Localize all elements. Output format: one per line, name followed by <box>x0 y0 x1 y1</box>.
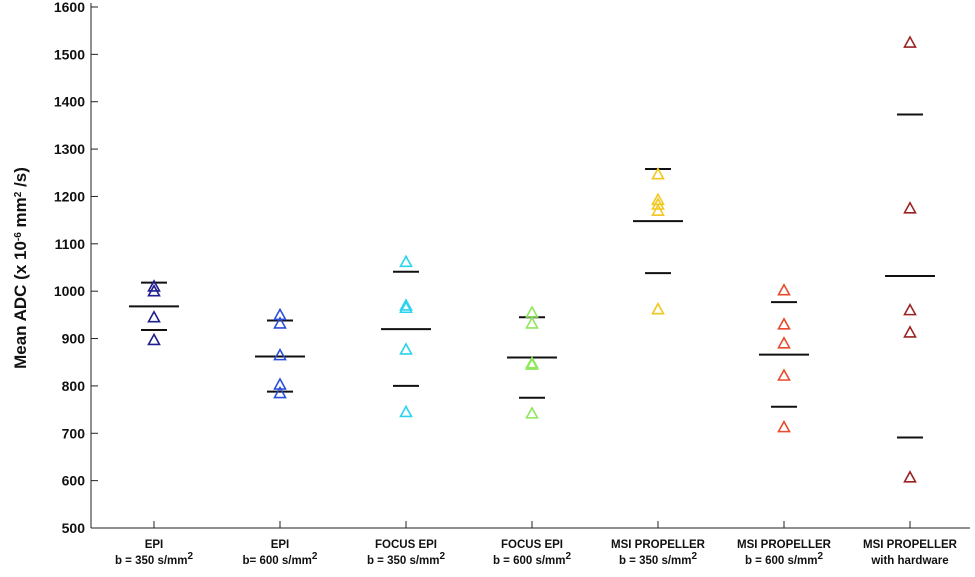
data-point-triangle <box>399 300 413 314</box>
data-point-triangle <box>273 316 287 329</box>
data-point-triangle <box>777 368 791 381</box>
group-7 <box>885 35 935 483</box>
data-point-triangle <box>777 336 791 349</box>
category-label-line1: EPI <box>271 539 290 551</box>
data-point-triangle <box>273 347 287 361</box>
y-tick-label: 800 <box>62 378 86 394</box>
data-point-triangle <box>273 385 287 399</box>
category-label-line1: MSI PROPELLER <box>737 539 832 551</box>
data-point-triangle <box>777 419 791 433</box>
data-point-triangle <box>525 316 539 329</box>
y-tick-label: 1400 <box>54 94 85 110</box>
data-point-triangle <box>777 317 791 330</box>
data-point-triangle <box>903 325 917 338</box>
y-tick-label: 1300 <box>54 141 85 157</box>
data-point-triangle <box>147 332 161 346</box>
category-label-line2: b = 350 s/mm2 <box>367 551 446 568</box>
category-label-line2: with hardware <box>870 555 948 567</box>
group-5 <box>633 167 683 315</box>
data-point-triangle <box>651 302 665 315</box>
category-label-line2: b = 600 s/mm2 <box>745 551 824 568</box>
category-label-line1: FOCUS EPI <box>501 539 563 551</box>
data-point-triangle <box>399 342 413 355</box>
y-tick-label: 1200 <box>54 188 85 204</box>
category-label-line2: b= 600 s/mm2 <box>243 551 318 568</box>
y-tick-label: 1100 <box>55 236 86 252</box>
data-point-triangle <box>903 470 917 483</box>
y-tick-label: 1000 <box>54 283 85 299</box>
group-3 <box>381 254 431 418</box>
category-label-line1: MSI PROPELLER <box>611 539 706 551</box>
y-tick-label: 1600 <box>54 0 85 15</box>
data-point-triangle <box>147 279 161 292</box>
y-ticks: 500 600 700 800 900 1000 1100 1200 1300 1400 1500 1… <box>54 0 98 536</box>
data-point-triangle <box>525 357 539 370</box>
y-tick-label: 900 <box>62 331 86 347</box>
data-point-triangle <box>903 201 917 214</box>
y-axis-title: Mean ADC (x 10-6 mm2 /s) <box>11 167 30 369</box>
data-point-triangle <box>399 404 413 418</box>
category-label-line2: b = 350 s/mm2 <box>115 551 194 568</box>
data-point-triangle <box>525 305 539 318</box>
y-tick-label: 700 <box>62 425 86 441</box>
data-point-triangle <box>651 197 665 210</box>
data-point-triangle <box>903 302 917 316</box>
group-4 <box>507 305 557 419</box>
group-6 <box>759 283 809 433</box>
y-tick-label: 500 <box>62 520 86 536</box>
category-label-line1: FOCUS EPI <box>375 539 437 551</box>
data-point-triangle <box>399 254 413 268</box>
data-point-triangle <box>903 35 917 48</box>
axes <box>90 3 970 529</box>
data-point-triangle <box>399 298 413 311</box>
category-label-line1: EPI <box>145 539 164 551</box>
data-groups <box>129 35 935 483</box>
y-axis-label: Mean ADC (x 10-6 mm2 /s) <box>11 167 30 369</box>
category-label-line2: b = 600 s/mm2 <box>493 551 572 568</box>
data-point-triangle <box>651 203 665 216</box>
data-point-triangle <box>777 283 791 296</box>
y-tick-label: 1500 <box>54 46 85 62</box>
category-label-line1: MSI PROPELLER <box>863 539 958 551</box>
group-1 <box>129 279 179 346</box>
data-point-triangle <box>147 310 161 323</box>
group-2 <box>255 307 305 399</box>
y-tick-label: 600 <box>62 473 86 489</box>
data-point-triangle <box>651 167 665 180</box>
category-label-line2: b = 350 s/mm2 <box>619 551 698 568</box>
data-point-triangle <box>147 284 161 297</box>
data-point-triangle <box>525 406 539 419</box>
